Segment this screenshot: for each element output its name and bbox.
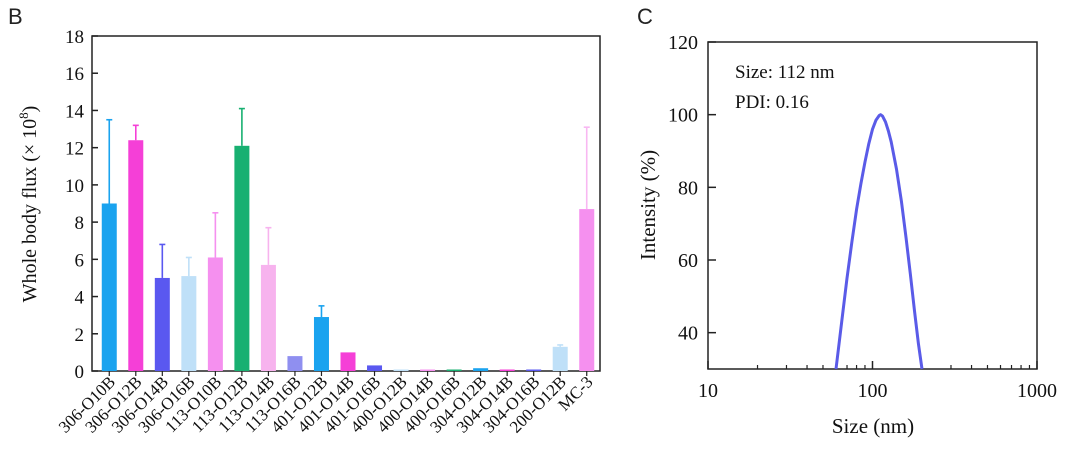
bar-MC-3 — [579, 209, 595, 371]
x-tick-label: 1000 — [1017, 380, 1057, 402]
annotation-pdi: PDI: 0.16 — [735, 92, 809, 113]
series-line-intensity — [834, 113, 924, 370]
y-tick-label: 4 — [75, 288, 85, 309]
y-tick-label: 10 — [65, 176, 84, 197]
y-tick-label: 16 — [65, 64, 84, 85]
bar-113-O10B — [207, 257, 223, 371]
bar-306-O10B — [101, 203, 117, 371]
bar-113-O12B — [234, 145, 250, 371]
bar-401-O14B — [340, 352, 356, 371]
plot-frame — [707, 41, 1038, 370]
annotation-size: Size: 112 nm — [735, 62, 835, 83]
panel-b-label: B — [8, 4, 23, 29]
y-tick-label: 60 — [678, 250, 698, 272]
bar-400-O14B — [420, 369, 436, 371]
bar-400-O16B — [446, 369, 462, 371]
panel-c-label: C — [637, 4, 653, 29]
y-tick-label: 6 — [75, 250, 85, 271]
y-axis-label: Intensity (%) — [636, 150, 660, 260]
bar-304-O16B — [526, 369, 542, 371]
y-axis-label: Whole body flux (× 108) — [16, 106, 41, 303]
y-tick-label: 8 — [75, 213, 85, 234]
y-tick-label: 120 — [668, 32, 698, 54]
y-tick-label: 40 — [678, 323, 698, 345]
bar-401-O12B — [313, 317, 329, 371]
bar-400-O12B — [393, 369, 409, 371]
x-axis-label: Size (nm) — [832, 414, 914, 438]
bar-304-O12B — [473, 368, 489, 371]
y-tick-label: 14 — [65, 101, 85, 122]
y-tick-label: 12 — [65, 139, 84, 160]
bar-401-O16B — [367, 365, 383, 371]
y-tick-label: 2 — [75, 325, 85, 346]
y-tick-label: 80 — [678, 177, 698, 199]
y-tick-label: 100 — [668, 105, 698, 127]
bar-306-O16B — [181, 276, 197, 371]
x-tick-label: 10 — [698, 380, 718, 402]
bar-113-O14B — [260, 264, 276, 371]
bar-chart-whole-body-flux: Whole body flux (× 108) 0246810121416183… — [16, 27, 601, 437]
y-tick-label: 0 — [75, 362, 85, 383]
bar-306-O12B — [128, 140, 144, 371]
bar-200-O12B — [552, 346, 568, 371]
bar-306-O14B — [154, 277, 170, 371]
bar-304-O14B — [499, 369, 515, 371]
bar-113-O16B — [287, 356, 303, 371]
x-tick-label: 100 — [858, 380, 888, 402]
y-tick-label: 18 — [65, 27, 84, 48]
